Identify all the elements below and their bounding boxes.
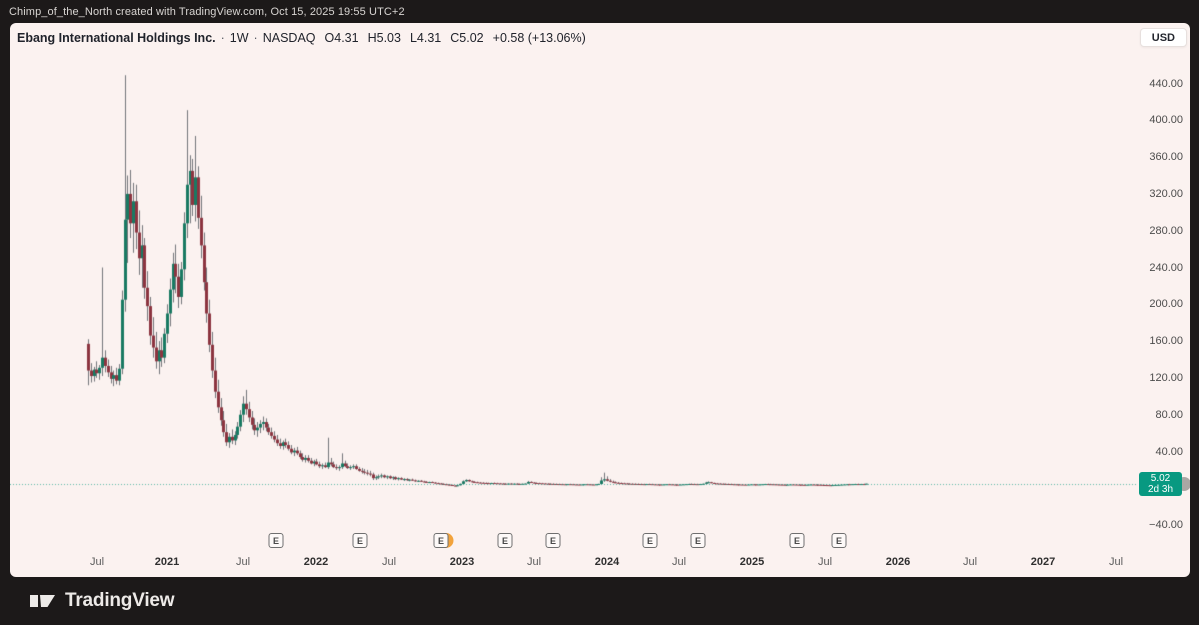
high-value: H5.03 bbox=[367, 31, 401, 45]
price-tick-label: 200.00 bbox=[1149, 298, 1183, 311]
chart-header: Ebang International Holdings Inc. · 1W ·… bbox=[17, 29, 586, 47]
time-tick-label: Jul bbox=[526, 556, 542, 568]
separator-dot: · bbox=[220, 31, 225, 45]
price-tick-label: 440.00 bbox=[1149, 77, 1183, 90]
earnings-marker[interactable]: E bbox=[545, 533, 561, 548]
chart-card: Ebang International Holdings Inc. · 1W ·… bbox=[10, 23, 1190, 577]
time-tick-label: Jul bbox=[962, 556, 978, 568]
price-tick-label: 240.00 bbox=[1149, 261, 1183, 274]
time-tick-label: 2022 bbox=[303, 556, 329, 568]
tradingview-logo-icon bbox=[30, 595, 55, 607]
price-tick-label: 80.00 bbox=[1155, 408, 1183, 421]
price-tick-label: 400.00 bbox=[1149, 114, 1183, 127]
price-tick-label: 360.00 bbox=[1149, 151, 1183, 164]
earnings-marker[interactable]: E bbox=[690, 533, 706, 548]
time-tick-label: Jul bbox=[381, 556, 397, 568]
low-value: L4.31 bbox=[409, 31, 442, 45]
currency-button[interactable]: USD bbox=[1139, 28, 1187, 47]
earnings-marker[interactable]: E bbox=[433, 533, 449, 548]
earnings-marker[interactable]: E bbox=[352, 533, 368, 548]
symbol-name: Ebang International Holdings Inc. bbox=[17, 31, 216, 45]
change-value: +0.58 (+13.06%) bbox=[492, 31, 586, 45]
earnings-marker[interactable]: E bbox=[789, 533, 805, 548]
price-tick-label: 120.00 bbox=[1149, 371, 1183, 384]
time-tick-label: Jul bbox=[1108, 556, 1124, 568]
last-price-badge: 5.02 2d 3h bbox=[1139, 472, 1182, 496]
time-tick-label: Jul bbox=[817, 556, 833, 568]
price-tick-label: 160.00 bbox=[1149, 335, 1183, 348]
time-tick-label: 2024 bbox=[594, 556, 620, 568]
exchange-label: NASDAQ bbox=[262, 31, 316, 45]
earnings-marker[interactable]: E bbox=[497, 533, 513, 548]
tradingview-logo-text: TradingView bbox=[65, 590, 175, 611]
earnings-marker[interactable]: E bbox=[831, 533, 847, 548]
attribution-bar: Chimp_of_the_North created with TradingV… bbox=[0, 0, 1199, 23]
price-tick-label: 320.00 bbox=[1149, 187, 1183, 200]
footer-bar: TradingView bbox=[0, 577, 1199, 625]
time-tick-label: 2027 bbox=[1030, 556, 1056, 568]
price-tick-label: 280.00 bbox=[1149, 224, 1183, 237]
earnings-marker[interactable]: E bbox=[268, 533, 284, 548]
time-tick-label: Jul bbox=[235, 556, 251, 568]
earnings-marker[interactable]: E bbox=[642, 533, 658, 548]
time-tick-label: Jul bbox=[671, 556, 687, 568]
attribution-text: Chimp_of_the_North created with TradingV… bbox=[9, 5, 405, 18]
price-tick-label: −40.00 bbox=[1149, 519, 1183, 532]
close-value: C5.02 bbox=[450, 31, 484, 45]
interval-label: 1W bbox=[229, 31, 249, 45]
time-tick-label: 2026 bbox=[885, 556, 911, 568]
time-tick-label: 2023 bbox=[449, 556, 475, 568]
tradingview-logo[interactable]: TradingView bbox=[30, 590, 175, 612]
candlestick-chart[interactable] bbox=[10, 23, 1190, 577]
separator-dot: · bbox=[253, 31, 258, 45]
last-price-label: 5.02 bbox=[1150, 473, 1171, 484]
time-tick-label: 2025 bbox=[739, 556, 765, 568]
bar-countdown: 2d 3h bbox=[1147, 484, 1174, 495]
open-value: O4.31 bbox=[324, 31, 359, 45]
time-tick-label: Jul bbox=[89, 556, 105, 568]
price-tick-label: 40.00 bbox=[1155, 445, 1183, 458]
time-tick-label: 2021 bbox=[154, 556, 180, 568]
